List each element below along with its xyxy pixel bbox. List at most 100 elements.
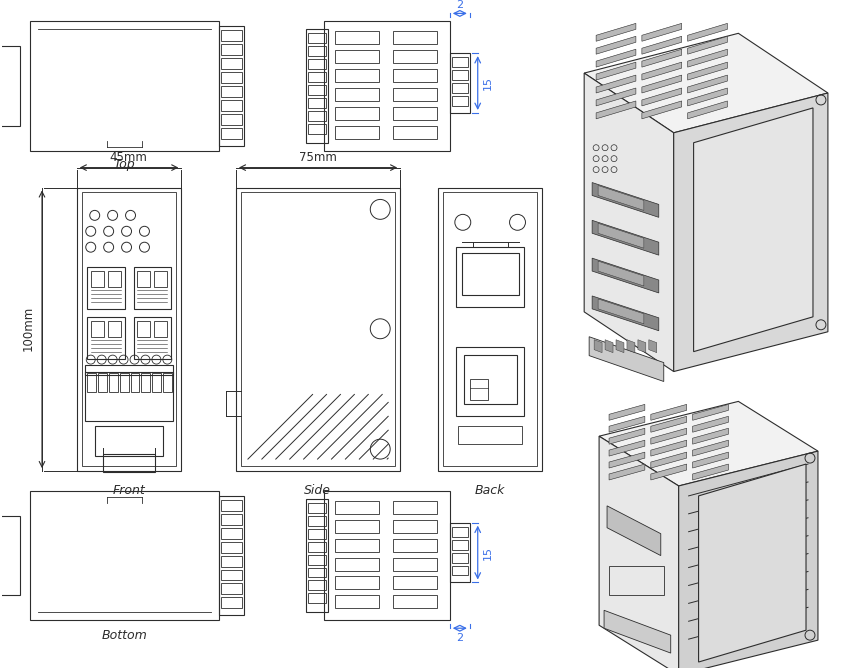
Bar xyxy=(324,21,450,151)
Polygon shape xyxy=(609,428,645,444)
Bar xyxy=(452,96,468,106)
Bar xyxy=(221,597,242,609)
Bar xyxy=(30,21,219,151)
Polygon shape xyxy=(688,23,728,41)
Polygon shape xyxy=(693,404,728,420)
Text: 2: 2 xyxy=(456,1,463,11)
Polygon shape xyxy=(599,401,818,486)
Polygon shape xyxy=(642,36,682,54)
Bar xyxy=(241,192,395,466)
Polygon shape xyxy=(651,452,687,468)
Polygon shape xyxy=(598,261,643,286)
Bar xyxy=(336,558,379,570)
Bar xyxy=(131,373,139,392)
Bar xyxy=(91,271,104,287)
Bar xyxy=(394,50,437,63)
Polygon shape xyxy=(642,101,682,119)
Bar xyxy=(85,365,173,375)
Polygon shape xyxy=(596,23,636,41)
Polygon shape xyxy=(688,101,728,119)
Bar xyxy=(394,88,437,101)
Polygon shape xyxy=(693,464,728,480)
Polygon shape xyxy=(642,62,682,80)
Bar xyxy=(308,72,326,82)
Bar xyxy=(308,542,326,552)
Polygon shape xyxy=(651,404,687,420)
Bar xyxy=(394,558,437,570)
Polygon shape xyxy=(699,464,806,662)
Bar xyxy=(308,33,326,43)
Bar xyxy=(82,192,176,466)
Bar xyxy=(221,72,242,83)
Bar xyxy=(452,70,468,80)
Bar xyxy=(450,53,470,113)
Bar xyxy=(120,373,128,392)
Text: 15: 15 xyxy=(483,76,493,90)
Bar xyxy=(452,527,468,536)
Polygon shape xyxy=(627,340,635,353)
Bar xyxy=(308,85,326,95)
Polygon shape xyxy=(604,611,671,653)
Bar xyxy=(308,580,326,591)
Bar xyxy=(308,98,326,108)
Bar xyxy=(452,83,468,93)
Bar xyxy=(0,516,20,595)
Polygon shape xyxy=(599,436,678,668)
Bar xyxy=(85,371,173,422)
Bar xyxy=(394,595,437,609)
Polygon shape xyxy=(609,440,645,456)
Polygon shape xyxy=(616,340,624,353)
Bar xyxy=(394,538,437,552)
Polygon shape xyxy=(609,416,645,432)
Polygon shape xyxy=(688,88,728,106)
Bar xyxy=(336,88,379,101)
Polygon shape xyxy=(584,73,674,371)
Bar xyxy=(308,46,326,56)
Bar xyxy=(336,576,379,589)
Polygon shape xyxy=(688,75,728,93)
Bar xyxy=(87,373,96,392)
Polygon shape xyxy=(651,416,687,432)
Bar xyxy=(141,373,150,392)
Text: 75mm: 75mm xyxy=(298,151,337,164)
Bar xyxy=(138,321,150,337)
Polygon shape xyxy=(694,108,813,351)
Polygon shape xyxy=(598,223,643,248)
Bar xyxy=(452,57,468,67)
Bar xyxy=(221,44,242,55)
Bar xyxy=(0,46,20,126)
Polygon shape xyxy=(592,296,659,331)
Polygon shape xyxy=(598,299,643,324)
Bar xyxy=(155,271,167,287)
Polygon shape xyxy=(651,440,687,456)
Polygon shape xyxy=(678,451,818,668)
Bar xyxy=(394,520,437,532)
Polygon shape xyxy=(584,33,828,133)
Bar xyxy=(221,100,242,111)
Polygon shape xyxy=(596,36,636,54)
Bar xyxy=(438,188,542,471)
Bar xyxy=(308,593,326,603)
Bar xyxy=(108,271,121,287)
Bar xyxy=(221,86,242,97)
Bar xyxy=(236,188,400,471)
Bar xyxy=(163,373,173,392)
Bar xyxy=(336,126,379,139)
Bar xyxy=(221,58,242,69)
Polygon shape xyxy=(642,23,682,41)
Polygon shape xyxy=(688,62,728,80)
Text: 2: 2 xyxy=(456,633,463,643)
Bar xyxy=(308,59,326,69)
Bar xyxy=(336,520,379,532)
Polygon shape xyxy=(642,75,682,93)
Polygon shape xyxy=(609,404,645,420)
Bar xyxy=(452,552,468,562)
Bar xyxy=(133,267,172,309)
Bar xyxy=(458,426,523,444)
Bar xyxy=(452,566,468,575)
Polygon shape xyxy=(651,464,687,480)
Polygon shape xyxy=(674,93,828,371)
Polygon shape xyxy=(596,101,636,119)
Bar xyxy=(108,321,121,337)
Bar xyxy=(308,516,326,526)
